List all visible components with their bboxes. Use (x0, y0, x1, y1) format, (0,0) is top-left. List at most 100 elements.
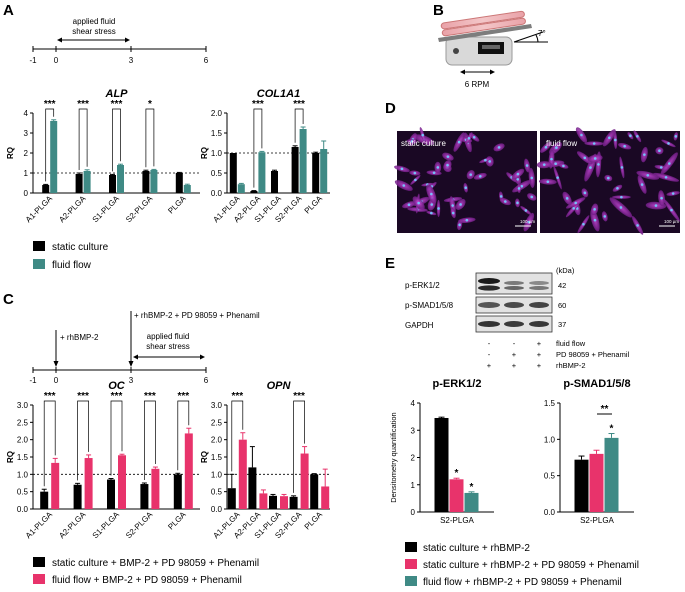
blot-label-gapdh: GAPDH (405, 321, 434, 330)
significance-bracket (110, 400, 123, 476)
x-tick-label: PLGA (166, 194, 188, 216)
nucleus (451, 204, 454, 207)
significance-bracket (112, 108, 121, 172)
nucleus (407, 203, 411, 207)
y-axis-label: RQ (200, 451, 209, 463)
nucleus (670, 208, 673, 212)
nucleus (623, 144, 626, 148)
y-tick-label: 1.5 (17, 453, 29, 462)
significance-bracket (78, 108, 88, 170)
bar (434, 417, 449, 512)
bar (300, 453, 309, 509)
nucleus (544, 145, 548, 149)
nucleus (546, 180, 550, 184)
nucleus (400, 167, 404, 171)
nucleus (469, 173, 473, 176)
micrograph-flow-label: fluid flow (546, 139, 577, 148)
chart-title: OPN (267, 380, 292, 392)
significance-label: * (148, 99, 152, 110)
legend-e-c: fluid flow + rhBMP-2 + PD 98059 + Phenam… (423, 577, 622, 588)
blot-sign: - (513, 339, 516, 348)
nucleus (484, 158, 487, 162)
nucleus (478, 175, 482, 178)
nucleus (436, 166, 440, 169)
bar (175, 173, 183, 193)
significance-label: *** (144, 391, 156, 402)
nucleus (524, 209, 528, 212)
nucleus (620, 195, 623, 199)
nucleus (555, 146, 558, 149)
x-tick-label: S2-PLGA (124, 510, 155, 541)
x-tick-label: S2-PLGA (124, 194, 155, 225)
nucleus (516, 201, 519, 205)
y-tick-label: 2 (411, 454, 416, 463)
bar (50, 121, 58, 193)
nucleus (660, 196, 663, 200)
significance-bracket (231, 400, 244, 472)
nucleus (668, 162, 671, 165)
legend-c-flow: fluid flow + BMP-2 + PD 98059 + Phenamil (52, 575, 242, 586)
y-tick-label: 1 (24, 169, 29, 178)
legend-e-a: static culture + rhBMP-2 (423, 543, 530, 554)
nucleus (674, 135, 678, 138)
nucleus (465, 218, 469, 222)
nucleus (516, 177, 520, 181)
nucleus (517, 187, 521, 190)
bar (289, 496, 298, 509)
legend-a-static: static culture (52, 242, 109, 253)
nucleus (472, 135, 476, 139)
significance-bracket (145, 108, 155, 168)
rocker-illustration: 7° 6 RPM (438, 10, 548, 89)
legend-a: static culture fluid flow (33, 241, 109, 271)
x-tick-label: S1-PLGA (91, 510, 122, 541)
bar (258, 152, 266, 193)
significance-label: * (470, 482, 474, 493)
significance-label: *** (293, 99, 305, 110)
nucleus (457, 140, 461, 144)
y-axis-label: RQ (200, 147, 209, 159)
significance-label: *** (231, 391, 243, 402)
rocker-speed: 6 RPM (465, 80, 490, 89)
bar (269, 495, 277, 509)
nucleus (499, 195, 503, 198)
bar (299, 129, 307, 193)
nucleus (467, 137, 471, 140)
nucleus (593, 218, 597, 222)
bar (42, 185, 50, 193)
nucleus (583, 191, 587, 195)
western-blot: p-ERK1/2 p-SMAD1/5/8 GAPDH (kDa) 42 60 3… (405, 266, 630, 370)
blot-sign: - (488, 339, 491, 348)
nucleus (402, 184, 406, 187)
chart-alp: ALP01234RQA1-PLGA***A2-PLGA***S1-PLGA***… (6, 88, 200, 224)
y-tick-label: 1.5 (211, 453, 223, 462)
nucleus (525, 164, 529, 167)
timeline-c-combo: + rhBMP-2 + PD 98059 + Phenamil (134, 311, 260, 320)
blot-kda: 42 (558, 281, 566, 290)
nucleus (421, 133, 425, 137)
timeline-c-tick: 0 (54, 376, 59, 385)
nucleus (550, 157, 553, 161)
y-tick-label: 0.0 (211, 189, 223, 198)
bar (118, 455, 126, 509)
nucleus (458, 223, 461, 227)
nucleus (636, 134, 639, 138)
bar (184, 433, 193, 509)
blot-label-perk: p-ERK1/2 (405, 281, 440, 290)
y-tick-label: 0 (24, 189, 29, 198)
micrograph-static-label: static culture (401, 139, 446, 148)
bar (75, 174, 83, 193)
timeline-a-tick: 6 (204, 56, 209, 65)
x-tick-label: S2-PLGA (440, 516, 474, 525)
nucleus (556, 176, 559, 179)
chart-title: p-ERK1/2 (433, 378, 482, 390)
nucleus (432, 171, 436, 175)
timeline-c-label: shear stress (146, 342, 190, 351)
legend-swatch-flow (33, 574, 45, 584)
nucleus (589, 166, 592, 169)
nucleus (658, 149, 661, 153)
x-tick-label: PLGA (166, 510, 188, 532)
x-tick-label: PLGA (303, 510, 325, 532)
significance-label: *** (77, 99, 89, 110)
nucleus (554, 162, 557, 165)
